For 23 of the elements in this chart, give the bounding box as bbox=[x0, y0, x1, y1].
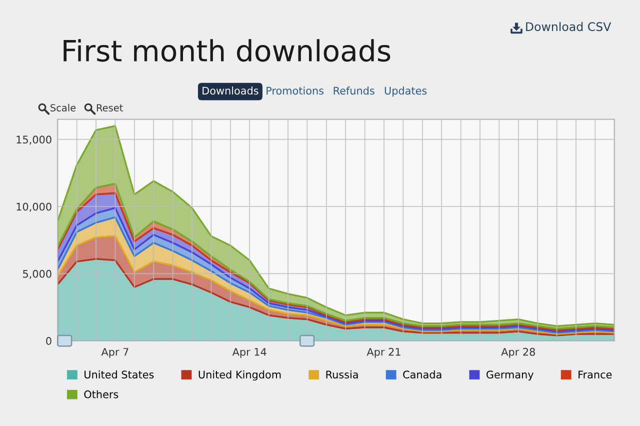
legend-label: Russia bbox=[326, 370, 358, 378]
chart-title: First month downloads bbox=[64, 39, 390, 62]
text: Updates bbox=[384, 86, 427, 97]
text: Downloads bbox=[202, 86, 258, 95]
y-tick-label: 0 bbox=[46, 337, 52, 345]
legend-label: Others bbox=[84, 390, 118, 398]
x-tick-label: Apr 28 bbox=[501, 348, 535, 358]
x-tick-label: Apr 21 bbox=[366, 348, 400, 358]
text: Promotions bbox=[266, 86, 324, 95]
text: Refunds bbox=[334, 86, 374, 95]
legend-label: France bbox=[578, 370, 612, 378]
legend-label: Canada bbox=[403, 370, 442, 378]
x-tick-label: Apr 14 bbox=[232, 348, 266, 358]
text: Reset bbox=[96, 104, 123, 112]
legend-label: Germany bbox=[486, 370, 534, 381]
y-tick-label: 15,000 bbox=[16, 136, 52, 145]
y-tick-label: 5,000 bbox=[23, 270, 52, 279]
text: Download CSV bbox=[526, 22, 612, 32]
legend-label: United Kingdom bbox=[198, 370, 281, 381]
y-tick-label: 10,000 bbox=[16, 202, 52, 212]
legend-label: United States bbox=[84, 370, 154, 378]
x-tick-label: Apr 7 bbox=[101, 348, 128, 358]
text: Scale bbox=[50, 104, 76, 112]
